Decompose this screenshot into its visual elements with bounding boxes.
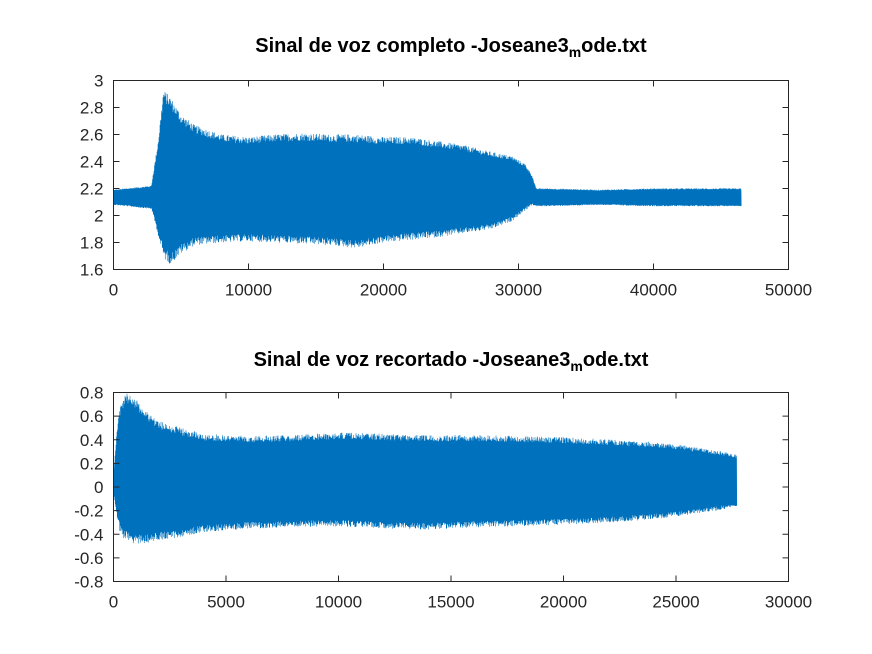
signal-waveform-line xyxy=(113,393,738,544)
x-tick-label: 20000 xyxy=(360,281,407,300)
y-tick-label: 2 xyxy=(94,207,103,226)
chart-trimmed-signal: Sinal de voz recortado -Joseane3mode.txt… xyxy=(74,349,812,612)
y-tick-label: 3 xyxy=(94,72,103,91)
y-tick-label: -0.6 xyxy=(74,549,103,568)
y-tick-label: -0.2 xyxy=(74,502,103,521)
x-tick-label: 25000 xyxy=(652,593,699,612)
x-tick-label: 0 xyxy=(109,593,118,612)
chart-title: Sinal de voz completo -Joseane3mode.txt xyxy=(255,35,647,60)
y-tick-label: 1.8 xyxy=(80,234,104,253)
x-tick-label: 30000 xyxy=(765,593,812,612)
x-tick-label: 40000 xyxy=(630,281,677,300)
y-tick-label: 1.6 xyxy=(80,261,104,280)
y-tick-label: 0 xyxy=(94,478,103,497)
x-tick-label: 20000 xyxy=(540,593,587,612)
y-tick-label: -0.8 xyxy=(74,573,103,592)
chart-title: Sinal de voz recortado -Joseane3mode.txt xyxy=(254,349,649,374)
x-tick-label: 10000 xyxy=(225,281,272,300)
y-tick-label: 0.6 xyxy=(80,407,104,426)
y-tick-label: 2.6 xyxy=(80,126,104,145)
y-tick-label: 0.8 xyxy=(80,384,104,403)
x-tick-label: 15000 xyxy=(427,593,474,612)
y-tick-label: 2.4 xyxy=(80,153,104,172)
y-tick-label: -0.4 xyxy=(74,525,103,544)
x-tick-label: 5000 xyxy=(207,593,245,612)
x-tick-label: 10000 xyxy=(315,593,362,612)
chart-complete-signal: Sinal de voz completo -Joseane3mode.txt … xyxy=(80,35,812,300)
axes-box xyxy=(113,80,789,270)
y-tick-label: 0.4 xyxy=(80,431,104,450)
y-tick-label: 0.2 xyxy=(80,454,104,473)
y-tick-label: 2.2 xyxy=(80,180,104,199)
y-tick-label: 2.8 xyxy=(80,99,104,118)
signal-waveform-line xyxy=(113,91,742,264)
x-tick-label: 0 xyxy=(109,281,118,300)
x-tick-label: 30000 xyxy=(495,281,542,300)
x-tick-label: 50000 xyxy=(765,281,812,300)
